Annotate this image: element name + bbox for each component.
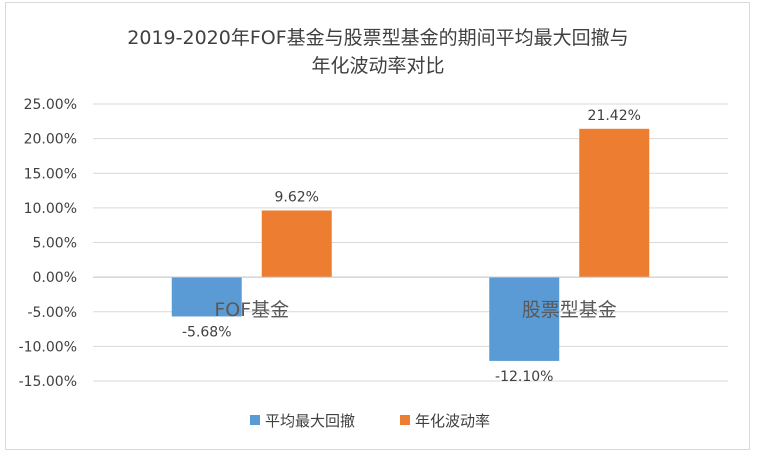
legend-swatch: [400, 415, 410, 425]
category-label: 股票型基金: [522, 299, 617, 321]
chart-title-line-2: 年化波动率对比: [311, 55, 444, 77]
data-labels: -5.68% 9.62% -12.10% 21.42%: [182, 108, 641, 385]
legend-label: 年化波动率: [415, 412, 490, 430]
bar-max-drawdown: [489, 277, 560, 361]
y-tick-label: -15.00%: [19, 374, 77, 390]
legend: 平均最大回撤 年化波动率: [250, 412, 490, 430]
bar-volatility: [579, 128, 650, 278]
legend-swatch: [250, 415, 260, 425]
bar-volatility: [261, 210, 332, 278]
y-tick-label: 15.00%: [24, 166, 77, 182]
category-label: FOF基金: [214, 299, 289, 321]
y-tick-label: 20.00%: [24, 132, 77, 148]
y-tick-label: 5.00%: [33, 236, 77, 252]
y-tick-label: 25.00%: [24, 97, 77, 113]
bar-max-drawdown: [171, 277, 242, 317]
legend-label: 平均最大回撤: [265, 412, 355, 430]
y-tick-label: 10.00%: [24, 201, 77, 217]
y-tick-label: -5.00%: [27, 305, 77, 321]
data-label: -5.68%: [182, 324, 232, 340]
bars: [171, 128, 650, 361]
data-label: 21.42%: [588, 108, 641, 124]
y-tick-label: 0.00%: [33, 270, 77, 286]
data-label: 9.62%: [275, 190, 319, 206]
chart-title: 2019-2020年FOF基金与股票型基金的期间平均最大回撤与 年化波动率对比: [127, 27, 628, 77]
data-label: -12.10%: [495, 369, 553, 385]
category-labels: FOF基金 股票型基金: [214, 299, 616, 321]
y-tick-label: -10.00%: [19, 339, 77, 355]
y-axis-ticks: 25.00% 20.00% 15.00% 10.00% 5.00% 0.00% -5.00%…: [19, 97, 77, 390]
chart-title-line-1: 2019-2020年FOF基金与股票型基金的期间平均最大回撤与: [127, 27, 628, 49]
